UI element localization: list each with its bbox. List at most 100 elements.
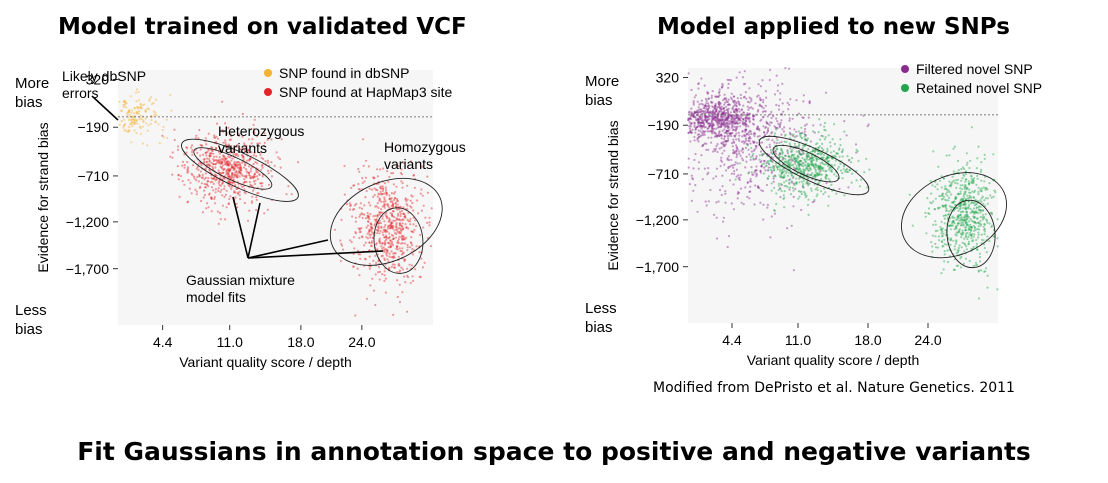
legend-marker	[901, 65, 909, 73]
point-retained-novel-snp	[790, 180, 793, 183]
point-retained-novel-snp	[829, 169, 832, 173]
point-filtered-novel-snp	[802, 172, 805, 175]
point-filtered-novel-snp	[752, 123, 756, 126]
point-snp-found-at-hapmap3-site	[398, 235, 401, 238]
point-filtered-novel-snp	[710, 130, 713, 133]
point-filtered-novel-snp	[720, 124, 723, 127]
point-snp-found-at-hapmap3-site	[229, 195, 232, 198]
point-filtered-novel-snp	[727, 82, 730, 85]
point-snp-found-at-hapmap3-site	[199, 170, 202, 173]
point-retained-novel-snp	[964, 216, 967, 219]
point-filtered-novel-snp	[759, 201, 762, 204]
point-retained-novel-snp	[787, 171, 790, 174]
point-filtered-novel-snp	[727, 125, 730, 128]
point-filtered-novel-snp	[847, 186, 850, 189]
point-retained-novel-snp	[779, 170, 782, 173]
point-snp-found-at-hapmap3-site	[227, 175, 231, 178]
point-snp-found-at-hapmap3-site	[399, 212, 402, 216]
point-retained-novel-snp	[803, 144, 806, 147]
point-snp-found-at-hapmap3-site	[236, 192, 240, 195]
point-filtered-novel-snp	[708, 126, 711, 129]
point-retained-novel-snp	[970, 225, 973, 229]
point-filtered-novel-snp	[725, 131, 728, 134]
point-snp-found-at-hapmap3-site	[397, 242, 400, 245]
point-snp-found-at-hapmap3-site	[219, 163, 222, 166]
point-snp-found-at-hapmap3-site	[391, 210, 394, 213]
point-retained-novel-snp	[808, 155, 811, 158]
point-snp-found-at-hapmap3-site	[226, 162, 229, 165]
point-retained-novel-snp	[953, 222, 956, 225]
point-snp-found-at-hapmap3-site	[371, 227, 374, 230]
point-snp-found-at-hapmap3-site	[393, 216, 396, 219]
point-retained-novel-snp	[954, 227, 958, 230]
point-retained-novel-snp	[784, 157, 787, 161]
point-retained-novel-snp	[783, 206, 786, 209]
annotation-pointer	[232, 196, 249, 259]
point-snp-found-at-hapmap3-site	[241, 155, 244, 158]
point-snp-found-at-hapmap3-site	[394, 232, 397, 235]
point-filtered-novel-snp	[698, 103, 701, 106]
point-filtered-novel-snp	[788, 103, 791, 106]
point-filtered-novel-snp	[714, 116, 717, 119]
point-snp-found-in-dbsnp	[158, 142, 161, 145]
point-filtered-novel-snp	[693, 96, 696, 99]
point-snp-found-at-hapmap3-site	[228, 185, 231, 188]
point-snp-found-at-hapmap3-site	[343, 164, 346, 168]
point-retained-novel-snp	[789, 163, 792, 166]
point-snp-found-at-hapmap3-site	[218, 171, 221, 174]
point-snp-found-at-hapmap3-site	[381, 192, 384, 195]
point-filtered-novel-snp	[733, 110, 736, 113]
point-filtered-novel-snp	[726, 119, 729, 122]
point-snp-found-in-dbsnp	[131, 125, 134, 128]
point-snp-found-at-hapmap3-site	[375, 242, 378, 245]
point-snp-found-at-hapmap3-site	[386, 249, 389, 252]
point-snp-found-at-hapmap3-site	[366, 215, 369, 218]
point-filtered-novel-snp	[724, 143, 727, 146]
point-filtered-novel-snp	[696, 125, 699, 128]
point-retained-novel-snp	[979, 190, 982, 193]
point-filtered-novel-snp	[777, 104, 781, 107]
point-snp-found-at-hapmap3-site	[212, 159, 215, 163]
point-filtered-novel-snp	[723, 137, 726, 141]
point-retained-novel-snp	[962, 223, 965, 226]
point-retained-novel-snp	[955, 252, 958, 255]
point-retained-novel-snp	[955, 225, 958, 228]
point-retained-novel-snp	[940, 198, 943, 201]
point-filtered-novel-snp	[690, 107, 693, 110]
point-retained-novel-snp	[795, 177, 798, 180]
point-filtered-novel-snp	[806, 173, 809, 176]
point-snp-found-at-hapmap3-site	[250, 201, 254, 204]
point-retained-novel-snp	[979, 170, 982, 173]
point-retained-novel-snp	[808, 158, 811, 161]
point-retained-novel-snp	[951, 206, 954, 209]
point-filtered-novel-snp	[744, 128, 747, 131]
point-retained-novel-snp	[822, 148, 825, 151]
point-filtered-novel-snp	[760, 164, 763, 168]
point-filtered-novel-snp	[687, 117, 690, 120]
point-retained-novel-snp	[954, 203, 957, 207]
point-filtered-novel-snp	[771, 131, 774, 134]
point-filtered-novel-snp	[721, 185, 724, 188]
point-snp-found-at-hapmap3-site	[374, 303, 377, 307]
point-snp-found-at-hapmap3-site	[400, 225, 403, 228]
point-filtered-novel-snp	[728, 132, 731, 135]
point-snp-found-at-hapmap3-site	[235, 187, 238, 190]
point-retained-novel-snp	[967, 216, 970, 219]
x-tick-label: 11.0	[217, 334, 243, 350]
point-filtered-novel-snp	[706, 105, 709, 108]
point-snp-found-at-hapmap3-site	[221, 204, 224, 207]
point-snp-found-at-hapmap3-site	[395, 236, 398, 239]
point-retained-novel-snp	[804, 168, 807, 172]
point-snp-found-at-hapmap3-site	[235, 171, 238, 174]
point-retained-novel-snp	[857, 159, 860, 163]
point-filtered-novel-snp	[723, 128, 726, 131]
point-filtered-novel-snp	[744, 120, 747, 123]
point-retained-novel-snp	[826, 159, 829, 163]
point-snp-found-in-dbsnp	[137, 112, 141, 115]
point-filtered-novel-snp	[765, 146, 768, 149]
point-snp-found-at-hapmap3-site	[399, 228, 403, 231]
point-snp-found-at-hapmap3-site	[383, 204, 386, 207]
point-snp-found-at-hapmap3-site	[371, 236, 374, 239]
point-retained-novel-snp	[807, 177, 810, 180]
point-retained-novel-snp	[769, 168, 773, 171]
